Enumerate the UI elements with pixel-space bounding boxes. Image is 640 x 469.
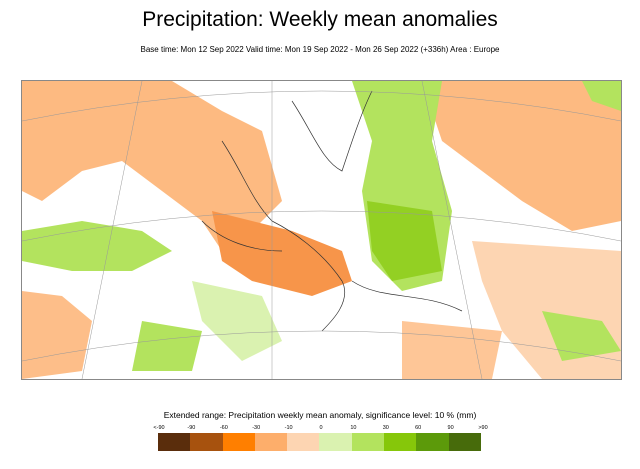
legend-tick: 10 xyxy=(350,425,357,431)
legend-tick: 0 xyxy=(319,425,323,431)
precipitation-anomaly-map xyxy=(21,80,622,380)
legend-tick: 90 xyxy=(447,425,454,431)
legend-colorbar xyxy=(158,433,481,451)
graticule xyxy=(22,81,621,379)
legend-tick: -10 xyxy=(284,425,293,431)
legend-swatch xyxy=(222,433,255,451)
legend-tick: >90 xyxy=(478,425,488,431)
legend-tick: -90 xyxy=(187,425,196,431)
legend-tick: 30 xyxy=(382,425,389,431)
legend-swatch xyxy=(254,433,288,451)
legend-tick: 60 xyxy=(415,425,422,431)
coastlines xyxy=(201,90,463,332)
chart-title: Precipitation: Weekly mean anomalies xyxy=(142,8,498,31)
legend-ticks: <-90 -90 -60 -30 -10 0 10 30 60 90 >90 xyxy=(153,425,487,433)
legend-tick: <-90 xyxy=(153,425,165,431)
legend-title: Extended range: Precipitation weekly mea… xyxy=(163,410,477,420)
chart-subtitle: Base time: Mon 12 Sep 2022 Valid time: M… xyxy=(140,45,500,54)
dry-anomaly-areas xyxy=(22,81,621,379)
legend-swatch xyxy=(416,433,449,451)
legend-swatch xyxy=(448,433,481,451)
legend-swatch xyxy=(190,433,223,451)
legend-swatch xyxy=(287,433,320,451)
legend-swatch xyxy=(319,433,352,451)
legend-swatch xyxy=(158,433,191,451)
legend-swatch xyxy=(351,433,385,451)
legend-tick: -60 xyxy=(219,425,228,431)
wet-anomaly-areas xyxy=(22,81,621,371)
legend-swatch xyxy=(384,433,417,451)
legend-tick: -30 xyxy=(252,425,261,431)
